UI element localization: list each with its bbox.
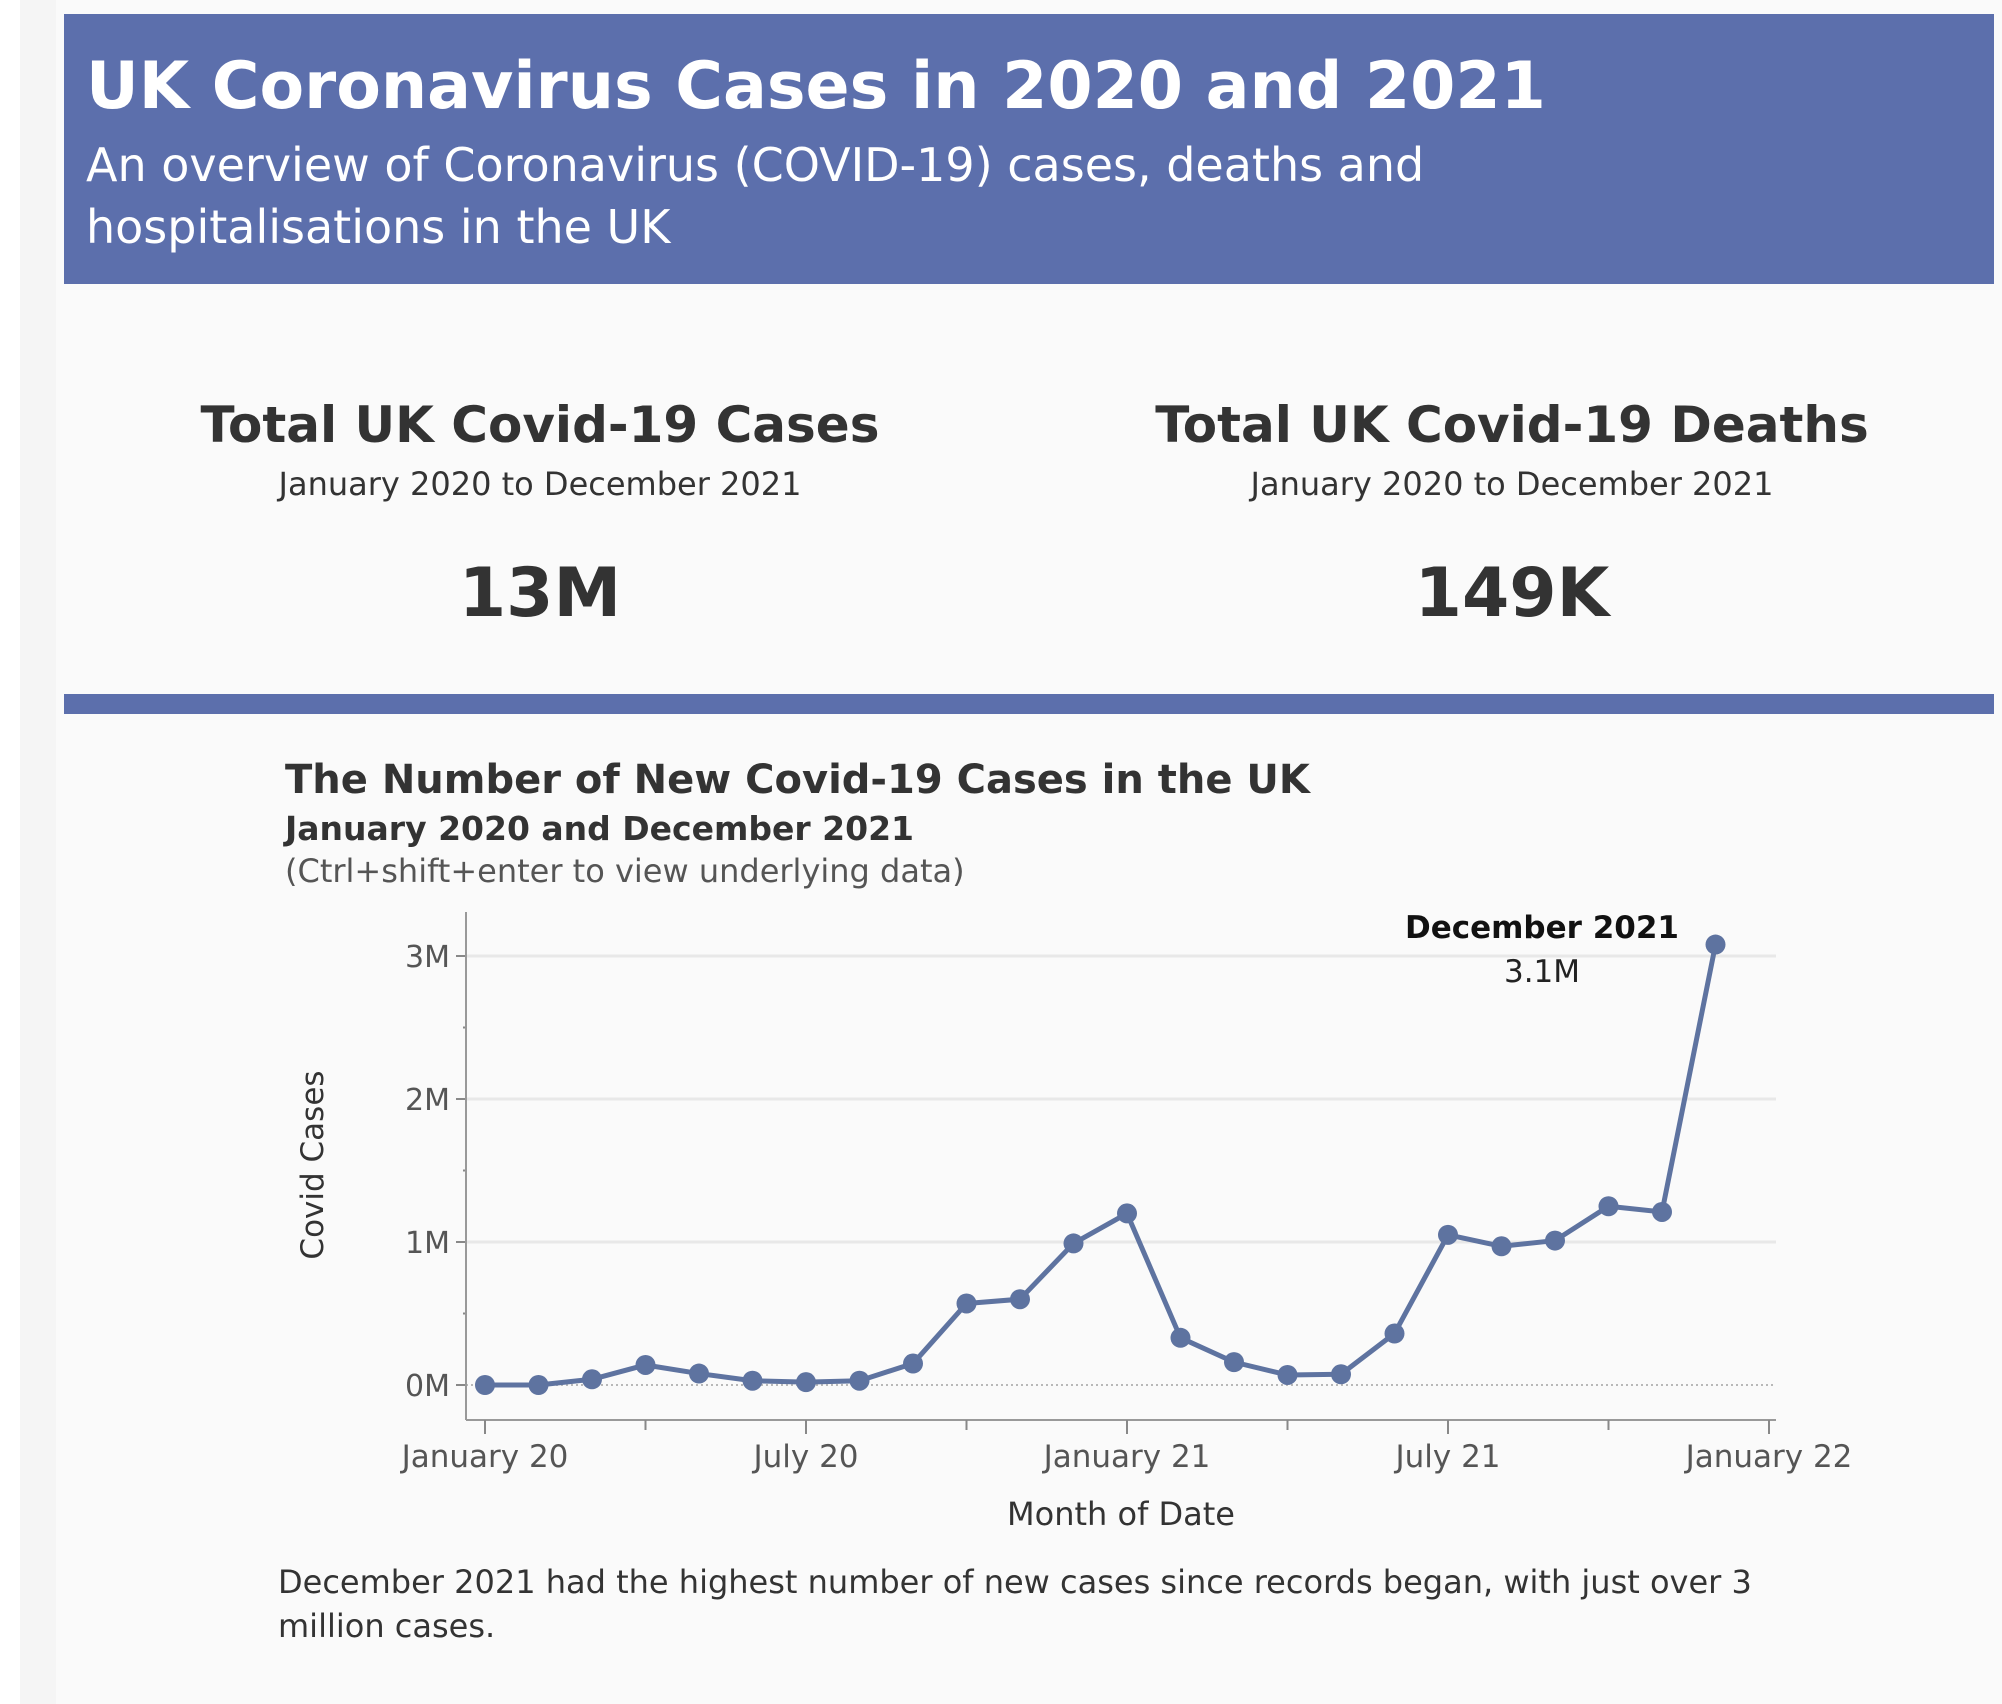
data-point: [1010, 1289, 1030, 1310]
y-tick-label: 1M: [405, 1226, 450, 1261]
data-point: [742, 1370, 763, 1391]
data-point: [1652, 1201, 1672, 1222]
kpi-cases-title: Total UK Covid-19 Cases: [200, 396, 880, 454]
data-point: [1224, 1352, 1244, 1373]
data-point: [635, 1354, 656, 1375]
chart-caption: December 2021 had the highest number of …: [278, 1563, 1752, 1645]
x-tick-label: July 21: [1393, 1439, 1500, 1475]
peak-annotation-label: December 2021: [1405, 910, 1679, 946]
data-point: [1705, 934, 1726, 955]
data-point: [1170, 1327, 1191, 1348]
kpi-deaths-title: Total UK Covid-19 Deaths: [1155, 396, 1869, 454]
data-point: [1063, 1233, 1084, 1254]
x-tick-label: January 21: [1042, 1439, 1211, 1475]
data-point: [1545, 1230, 1565, 1251]
data-point: [903, 1353, 923, 1374]
x-tick-label: January 22: [1684, 1439, 1853, 1475]
header-banner: UK Coronavirus Cases in 2020 and 2021 An…: [64, 14, 1994, 284]
data-point: [1331, 1364, 1351, 1385]
data-point: [689, 1363, 709, 1384]
y-tick-label: 0M: [405, 1369, 450, 1404]
kpi-deaths-period: January 2020 to December 2021: [1250, 465, 1774, 503]
data-point: [582, 1369, 602, 1390]
x-axis-title: Month of Date: [1007, 1495, 1235, 1533]
data-point: [796, 1372, 816, 1393]
section-divider: [64, 694, 1994, 714]
kpi-cases-period: January 2020 to December 2021: [278, 465, 802, 503]
chart-data-hint: (Ctrl+shift+enter to view underlying dat…: [285, 852, 965, 890]
data-point: [1277, 1364, 1298, 1385]
data-point: [1491, 1236, 1512, 1257]
series-line: [482, 942, 1718, 1388]
x-tick-label: July 20: [751, 1439, 858, 1475]
data-point: [1117, 1203, 1137, 1224]
data-point: [956, 1293, 977, 1314]
data-point: [528, 1375, 549, 1395]
y-tick-label: 3M: [405, 940, 450, 975]
dashboard-title: UK Coronavirus Cases in 2020 and 2021: [86, 49, 1546, 124]
dashboard-subtitle: An overview of Coronavirus (COVID-19) ca…: [86, 138, 1425, 254]
x-tick-label: January 20: [400, 1439, 569, 1475]
kpi-deaths-value: 149K: [1414, 554, 1610, 633]
y-axis-title: Covid Cases: [295, 1070, 331, 1259]
data-point: [1598, 1196, 1619, 1217]
peak-annotation-value: 3.1M: [1504, 954, 1580, 990]
kpi-total-cases: Total UK Covid-19 Cases January 2020 to …: [90, 400, 990, 628]
kpi-total-deaths: Total UK Covid-19 Deaths January 2020 to…: [1062, 400, 1962, 628]
page-left-margin: [0, 0, 20, 1704]
data-point: [475, 1375, 495, 1395]
y-tick-label: 2M: [405, 1083, 450, 1118]
chart-title: The Number of New Covid-19 Cases in the …: [285, 757, 1310, 803]
chart-subtitle: January 2020 and December 2021: [285, 809, 914, 848]
data-point: [1438, 1224, 1458, 1245]
line-chart[interactable]: 0M 1M 2M 3M January 20 July 20 January 21 July …: [0, 0, 2002, 1560]
data-point: [849, 1370, 870, 1391]
kpi-cases-value: 13M: [458, 554, 622, 633]
data-point: [1384, 1323, 1405, 1344]
